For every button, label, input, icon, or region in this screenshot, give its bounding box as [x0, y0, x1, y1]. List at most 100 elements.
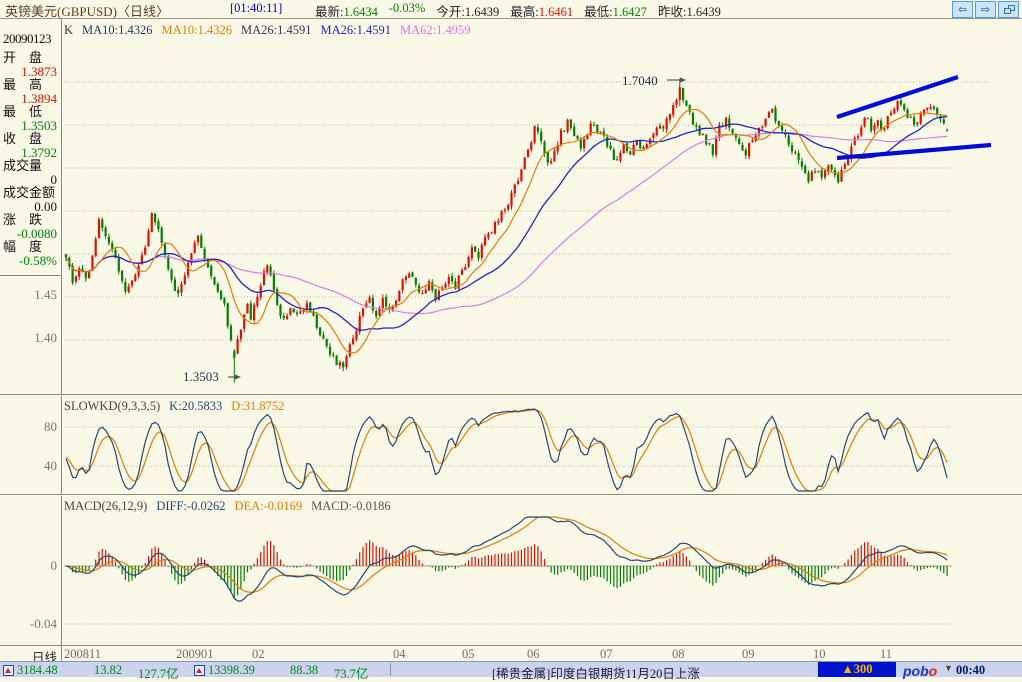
info-label-low: 最 低	[3, 104, 43, 119]
x-axis-label-07: 07	[600, 647, 613, 661]
x-axis: 日线 200811 200901 02 04 05 06 07 08 09 10 11	[0, 646, 1022, 665]
info-row-high: 最 高 1.3894	[0, 78, 61, 105]
info-value-high: 1.3894	[21, 90, 57, 106]
macd-label-3: MACD:-0.0186	[311, 499, 391, 513]
status-bar: 3184.48 13.82 127.7亿 13398.39 88.38 73.7…	[0, 661, 1022, 681]
ma-label-5: MA62:1.4959	[400, 23, 471, 37]
ma-label-1: MA10:1.4326	[82, 23, 153, 37]
kd-label-0: SLOWKD(9,3,3,5)	[64, 399, 161, 413]
x-axis-label-02: 02	[252, 647, 265, 661]
kd-indicator-panel[interactable]	[64, 408, 952, 492]
sh-market-icon	[3, 665, 14, 676]
back-button[interactable]: ⇦	[952, 1, 973, 18]
kd-macd-separator-highlight	[0, 495, 1022, 496]
trendlines[interactable]	[836, 75, 992, 161]
quote-open: 今开:1.6439	[436, 5, 500, 19]
ma-labels-row: K MA10:1.4326 MA10:1.4326 MA26:1.4591 MA26:1…	[64, 23, 471, 38]
info-row-change_pct: 幅 度 -0.58%	[0, 240, 61, 267]
info-row-change: 涨 跌 -0.0080	[0, 213, 61, 240]
x-axis-label-200901: 200901	[176, 647, 214, 661]
info-row-low: 最 低 1.3503	[0, 105, 61, 132]
kd-labels-row: SLOWKD(9,3,3,5) K:20.5833 D:31.8752	[64, 399, 284, 414]
symbol-title: 英镑美元(GBPUSD)〈日线〉	[5, 4, 169, 19]
kd-label-1: K:20.5833	[169, 399, 223, 413]
price-axis-label-1.45: 1.45	[34, 287, 57, 302]
main-price-chart[interactable]	[64, 78, 990, 383]
ma-label-0: K	[64, 23, 74, 37]
clock: 00:40	[956, 663, 986, 677]
macd-label-2: DEA:-0.0169	[234, 499, 303, 513]
forward-arrow-icon: ⇨	[980, 3, 991, 16]
info-row-volume: 成交量 0	[0, 159, 61, 186]
sz-index-change: 88.38	[290, 663, 319, 677]
info-label-change_pct: 幅 度	[3, 239, 43, 254]
sz-index-value: 13398.39	[208, 663, 255, 677]
kd-label-2: D:31.8752	[231, 399, 285, 413]
quote-last: 最新:1.6434	[315, 5, 378, 19]
kd-axis-label-80: 80	[44, 419, 57, 434]
price-annotation-1.3503: 1.3503	[183, 369, 219, 384]
macd-xaxis-separator	[0, 645, 1022, 646]
pobo-logo: pobo	[903, 663, 938, 679]
info-label-change: 涨 跌	[3, 212, 43, 227]
macd-indicator-panel[interactable]	[64, 516, 952, 625]
quote-low: 最低:1.6427	[584, 5, 647, 19]
forward-button[interactable]: ⇨	[975, 1, 996, 18]
info-value-close: 1.3792	[21, 144, 57, 160]
info-row-open: 开 盘 1.3873	[0, 51, 61, 78]
main-kd-separator-highlight	[0, 395, 1022, 396]
cascade-windows-button[interactable]	[998, 1, 1019, 18]
trendline-lower[interactable]	[836, 142, 992, 161]
info-value-low: 1.3503	[21, 117, 57, 133]
ohlc-info-rows: 开 盘 1.3873 最 高 1.3894 最 低 1.3503 收 盘 1.3792 成交量 0…	[0, 51, 61, 267]
x-axis-label-09: 09	[742, 647, 755, 661]
macd-axis-label-0: 0	[50, 558, 58, 573]
price-annotation-1.7040: 1.7040	[622, 73, 658, 88]
main-kd-separator[interactable]	[0, 394, 1022, 395]
sz-index-amount: 73.7亿	[334, 667, 369, 681]
ma-label-2: MA10:1.4326	[161, 23, 233, 37]
status-divider	[390, 663, 391, 676]
index-badge[interactable]: ▲300	[818, 662, 896, 677]
quote-strip: 最新:1.6434 -0.03% 今开:1.6439 最高:1.6461 最低:…	[315, 1, 721, 20]
info-row-close: 收 盘 1.3792	[0, 132, 61, 159]
nav-buttons: ⇦ ⇨	[952, 1, 1019, 18]
info-label-volume: 成交量	[3, 158, 43, 173]
back-arrow-icon: ⇦	[957, 3, 968, 16]
ma-label-3: MA26:1.4591	[241, 23, 312, 37]
macd-label-0: MACD(26,12,9)	[64, 499, 148, 513]
x-axis-label-05: 05	[462, 647, 475, 661]
info-label-turnover: 成交金额	[3, 185, 56, 200]
x-axis-label-200811: 200811	[64, 647, 102, 661]
x-axis-label-10: 10	[813, 647, 826, 661]
info-label-close: 收 盘	[3, 131, 43, 146]
info-label-high: 最 高	[3, 77, 43, 92]
connection-icon: ▼	[944, 663, 953, 673]
panel-vertical-divider-highlight	[62, 18, 63, 661]
trendline-upper[interactable]	[836, 75, 959, 119]
x-axis-label-08: 08	[672, 647, 685, 661]
quote-prev-close: 昨收:1.6439	[657, 5, 721, 19]
info-value-change_pct: -0.58%	[19, 252, 57, 268]
quote-change-pct: -0.03%	[388, 1, 426, 15]
x-axis-label-06: 06	[527, 647, 540, 661]
kd-axis-label-40: 40	[44, 458, 57, 473]
panel-vertical-divider	[61, 18, 62, 661]
quote-high: 最高:1.6461	[510, 5, 574, 19]
sh-index-change: 13.82	[94, 663, 123, 677]
x-axis-label-04: 04	[393, 647, 406, 661]
sz-market-icon	[194, 665, 205, 676]
macd-label-1: DIFF:-0.0262	[156, 499, 226, 513]
quote-time: [01:40:11]	[230, 1, 283, 15]
info-value-turnover: 0.00	[34, 198, 57, 214]
x-axis-label-11: 11	[880, 647, 893, 661]
info-value-volume: 0	[50, 171, 58, 187]
title-bar: 英镑美元(GBPUSD)〈日线〉 [01:40:11] 最新:1.6434 -0…	[0, 0, 1022, 19]
price-axis-label-1.40: 1.40	[34, 330, 57, 345]
kd-macd-separator[interactable]	[0, 494, 1022, 495]
annotations: 1.7040 1.3503	[183, 73, 686, 384]
news-ticker[interactable]: [稀贵金属]印度白银期货11月20日上涨	[492, 667, 700, 681]
